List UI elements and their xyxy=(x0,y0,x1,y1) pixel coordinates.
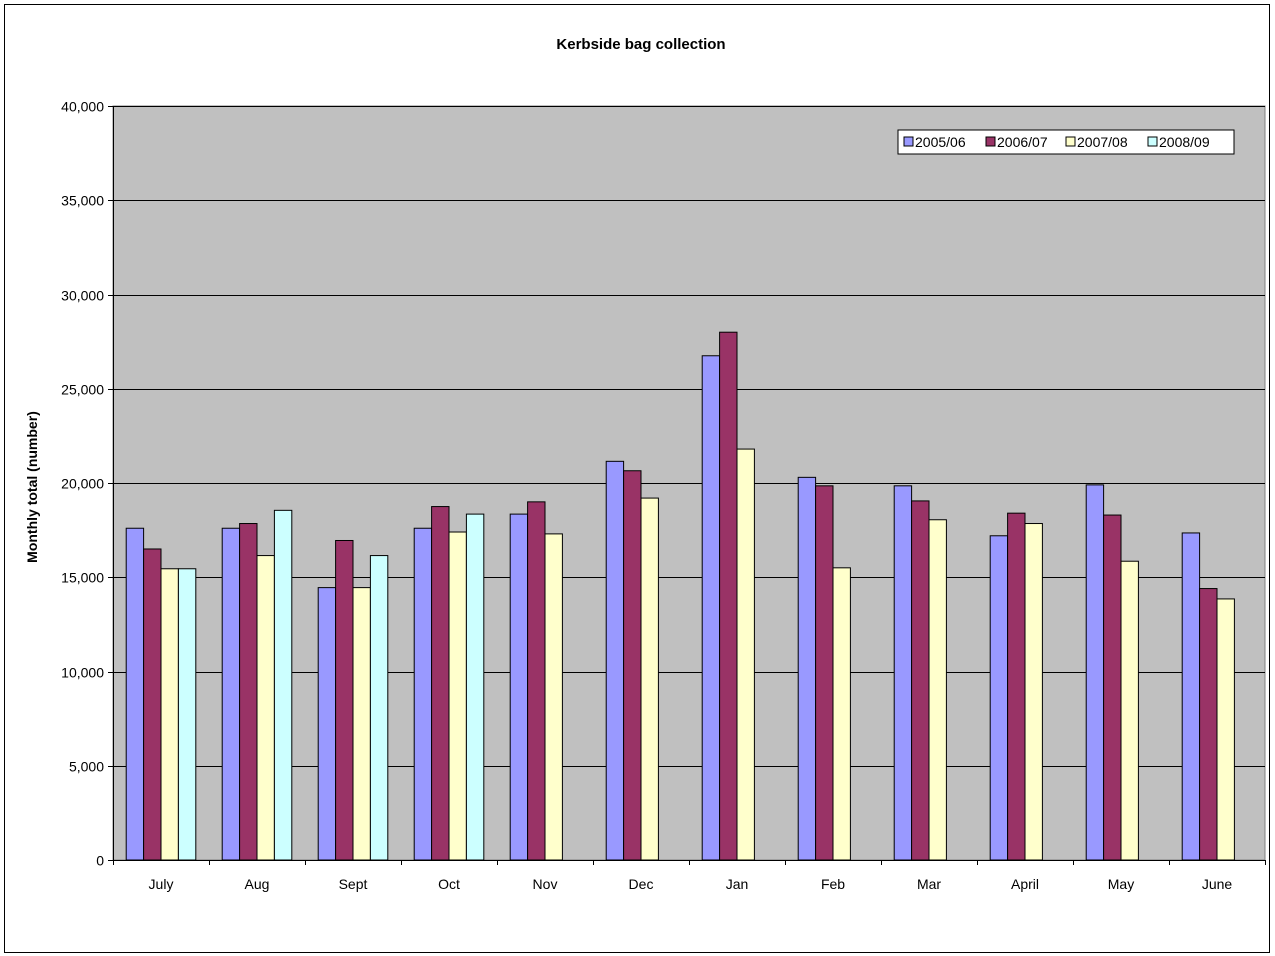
bar-2006-07-may xyxy=(1103,514,1122,861)
bar-2007-08-mar xyxy=(928,519,947,861)
x-tick-label: Feb xyxy=(821,876,845,892)
bar-2006-07-feb xyxy=(815,485,834,861)
x-tick-label: Dec xyxy=(629,876,654,892)
y-tick-label: 20,000 xyxy=(61,476,104,492)
x-tick-label: Sept xyxy=(339,876,368,892)
legend-label: 2008/09 xyxy=(1159,134,1210,150)
chart-frame: Kerbside bag collection 0 5,000 10,000 15,0… xyxy=(4,4,1270,953)
x-tick-label: June xyxy=(1202,876,1233,892)
bar-2005-06-june xyxy=(1181,532,1201,861)
bar-2008-09-sept xyxy=(369,555,389,861)
bar-2007-08-nov xyxy=(544,533,563,861)
y-tick-label: 0 xyxy=(96,853,104,869)
bar-2005-06-nov xyxy=(509,513,529,861)
bar-2006-07-oct xyxy=(431,506,450,861)
bar-2007-08-june xyxy=(1216,598,1235,861)
bar-2005-06-dec xyxy=(605,460,625,861)
bar-2005-06-aug xyxy=(221,527,241,861)
bar-2005-06-mar xyxy=(893,485,913,861)
bar-2005-06-may xyxy=(1085,484,1105,861)
x-tick-label: Nov xyxy=(533,876,558,892)
bar-2008-09-july xyxy=(177,568,197,861)
bar-2005-06-feb xyxy=(797,476,817,861)
y-tick-label: 35,000 xyxy=(61,193,104,209)
bar-2006-07-july xyxy=(143,548,162,861)
bar-chart: Kerbside bag collection 0 5,000 10,000 15,0… xyxy=(24,36,1266,892)
bar-2007-08-april xyxy=(1024,523,1043,861)
bar-2006-07-jan xyxy=(719,331,738,861)
bar-2005-06-july xyxy=(125,527,145,861)
bar-2006-07-nov xyxy=(527,501,546,861)
legend-swatch xyxy=(1065,136,1076,147)
x-tick-label: Aug xyxy=(245,876,270,892)
legend-swatch xyxy=(985,136,996,147)
x-tick-label: Oct xyxy=(438,876,460,892)
x-tick-label: May xyxy=(1108,876,1134,892)
legend-label: 2007/08 xyxy=(1077,134,1128,150)
legend-label: 2006/07 xyxy=(997,134,1048,150)
bar-2006-07-sept xyxy=(335,539,354,861)
chart-title: Kerbside bag collection xyxy=(556,36,725,53)
bar-2007-08-oct xyxy=(448,531,467,861)
legend-swatch xyxy=(903,136,914,147)
y-tick-label: 40,000 xyxy=(61,99,104,115)
bar-2006-07-june xyxy=(1199,588,1218,861)
y-tick-label: 25,000 xyxy=(61,382,104,398)
bar-2005-06-sept xyxy=(317,587,337,861)
bar-2007-08-dec xyxy=(640,497,659,861)
bar-2005-06-april xyxy=(989,535,1009,861)
y-tick-label: 15,000 xyxy=(61,570,104,586)
bar-2007-08-may xyxy=(1120,560,1139,861)
x-tick-label: Jan xyxy=(726,876,749,892)
bar-2006-07-mar xyxy=(911,500,930,861)
x-tick-label: April xyxy=(1011,876,1039,892)
bar-2007-08-sept xyxy=(352,587,371,861)
y-tick-label: 30,000 xyxy=(61,288,104,304)
x-tick-label: July xyxy=(149,876,174,892)
x-tick-label: Mar xyxy=(917,876,941,892)
legend: 2005/06 2006/07 2007/08 2008/09 xyxy=(897,129,1235,155)
y-tick-label: 10,000 xyxy=(61,665,104,681)
y-axis-label: Monthly total (number) xyxy=(24,411,40,563)
bar-2005-06-oct xyxy=(413,527,433,861)
legend-label: 2005/06 xyxy=(915,134,966,150)
y-tick-label: 5,000 xyxy=(69,759,104,775)
bar-2007-08-aug xyxy=(256,555,275,861)
bar-2006-07-dec xyxy=(623,470,642,861)
legend-swatch xyxy=(1147,136,1158,147)
bar-2006-07-aug xyxy=(239,523,258,861)
bar-2006-07-april xyxy=(1007,512,1026,861)
bar-2008-09-aug xyxy=(273,509,293,861)
bar-2008-09-oct xyxy=(465,513,485,861)
bar-2007-08-feb xyxy=(832,567,851,861)
bar-2007-08-jan xyxy=(736,448,755,861)
bar-2007-08-july xyxy=(160,568,179,861)
bar-2005-06-jan xyxy=(701,355,721,861)
